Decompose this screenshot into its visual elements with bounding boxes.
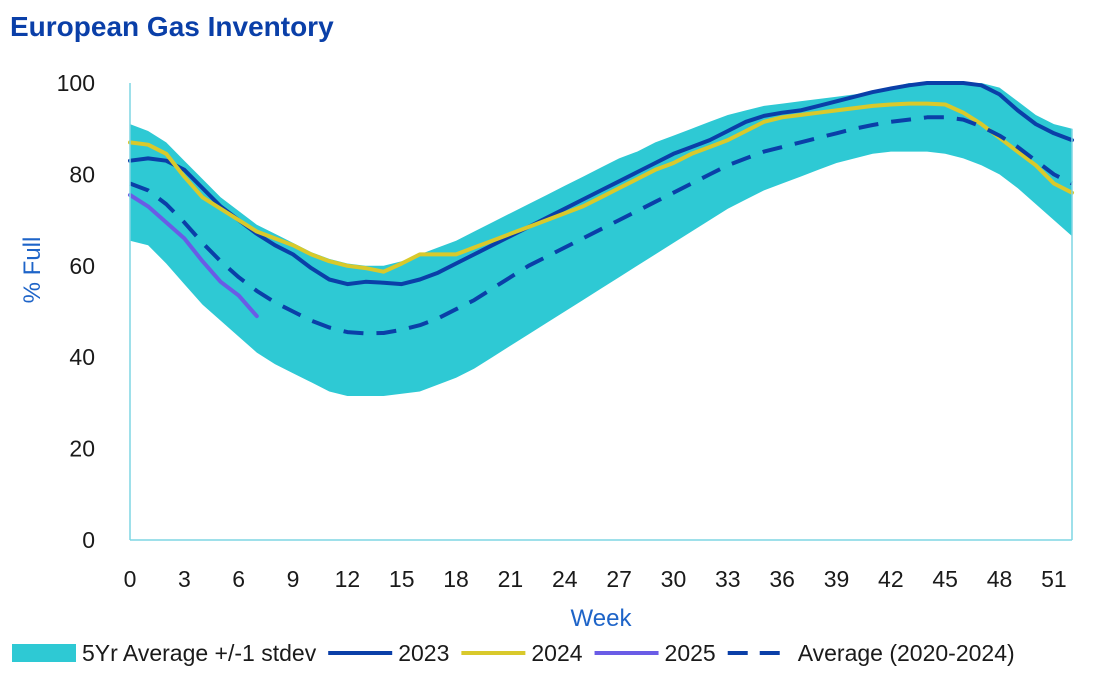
chart-title: European Gas Inventory	[10, 11, 334, 42]
y-tick-labels: 0 20 40 60 80 100	[57, 70, 95, 553]
x-tick-label: 39	[824, 566, 850, 592]
legend-label-average-2020-2024: Average (2020-2024)	[798, 640, 1015, 666]
x-tick-label: 21	[498, 566, 524, 592]
x-tick-label: 3	[178, 566, 191, 592]
legend-label-2025: 2025	[665, 640, 716, 666]
x-tick-label: 27	[606, 566, 632, 592]
legend: 5Yr Average +/-1 stdev 2023 2024 2025 Averag…	[12, 640, 1015, 666]
x-tick-label: 9	[287, 566, 300, 592]
x-tick-label: 33	[715, 566, 741, 592]
y-tick-label: 40	[69, 344, 95, 370]
x-axis-label: Week	[571, 605, 633, 632]
y-tick-label: 20	[69, 436, 95, 462]
series-line-2025	[128, 193, 259, 319]
x-tick-label: 51	[1041, 566, 1067, 592]
x-tick-label: 6	[232, 566, 245, 592]
x-tick-label: 42	[878, 566, 904, 592]
legend-label-5yr-average-1-stdev: 5Yr Average +/-1 stdev	[82, 640, 317, 666]
x-tick-label: 48	[987, 566, 1013, 592]
legend-label-2024: 2024	[531, 640, 582, 666]
x-tick-labels: 0 3 6 9 12 15 18 21 24 27 30 33 36 39 42 45 48 51	[124, 566, 1067, 592]
y-tick-label: 0	[82, 527, 95, 553]
legend-swatch-band	[12, 644, 76, 662]
x-tick-label: 45	[932, 566, 958, 592]
x-tick-label: 12	[335, 566, 361, 592]
series-line-2024	[128, 101, 1074, 274]
x-tick-label: 18	[443, 566, 469, 592]
x-tick-label: 24	[552, 566, 578, 592]
y-tick-label: 60	[69, 253, 95, 279]
x-tick-label: 36	[769, 566, 795, 592]
band-layer	[130, 83, 1072, 396]
series-line-average-2020-2024	[129, 115, 1073, 336]
band-area	[130, 83, 1072, 396]
x-tick-label: 30	[661, 566, 687, 592]
y-axis-label: % Full	[19, 237, 46, 304]
y-tick-label: 100	[57, 70, 95, 96]
x-tick-label: 0	[124, 566, 137, 592]
y-tick-label: 80	[69, 161, 95, 187]
series-line-2023	[128, 81, 1074, 287]
x-tick-label: 15	[389, 566, 415, 592]
legend-label-2023: 2023	[398, 640, 449, 666]
series-layer	[128, 81, 1074, 336]
